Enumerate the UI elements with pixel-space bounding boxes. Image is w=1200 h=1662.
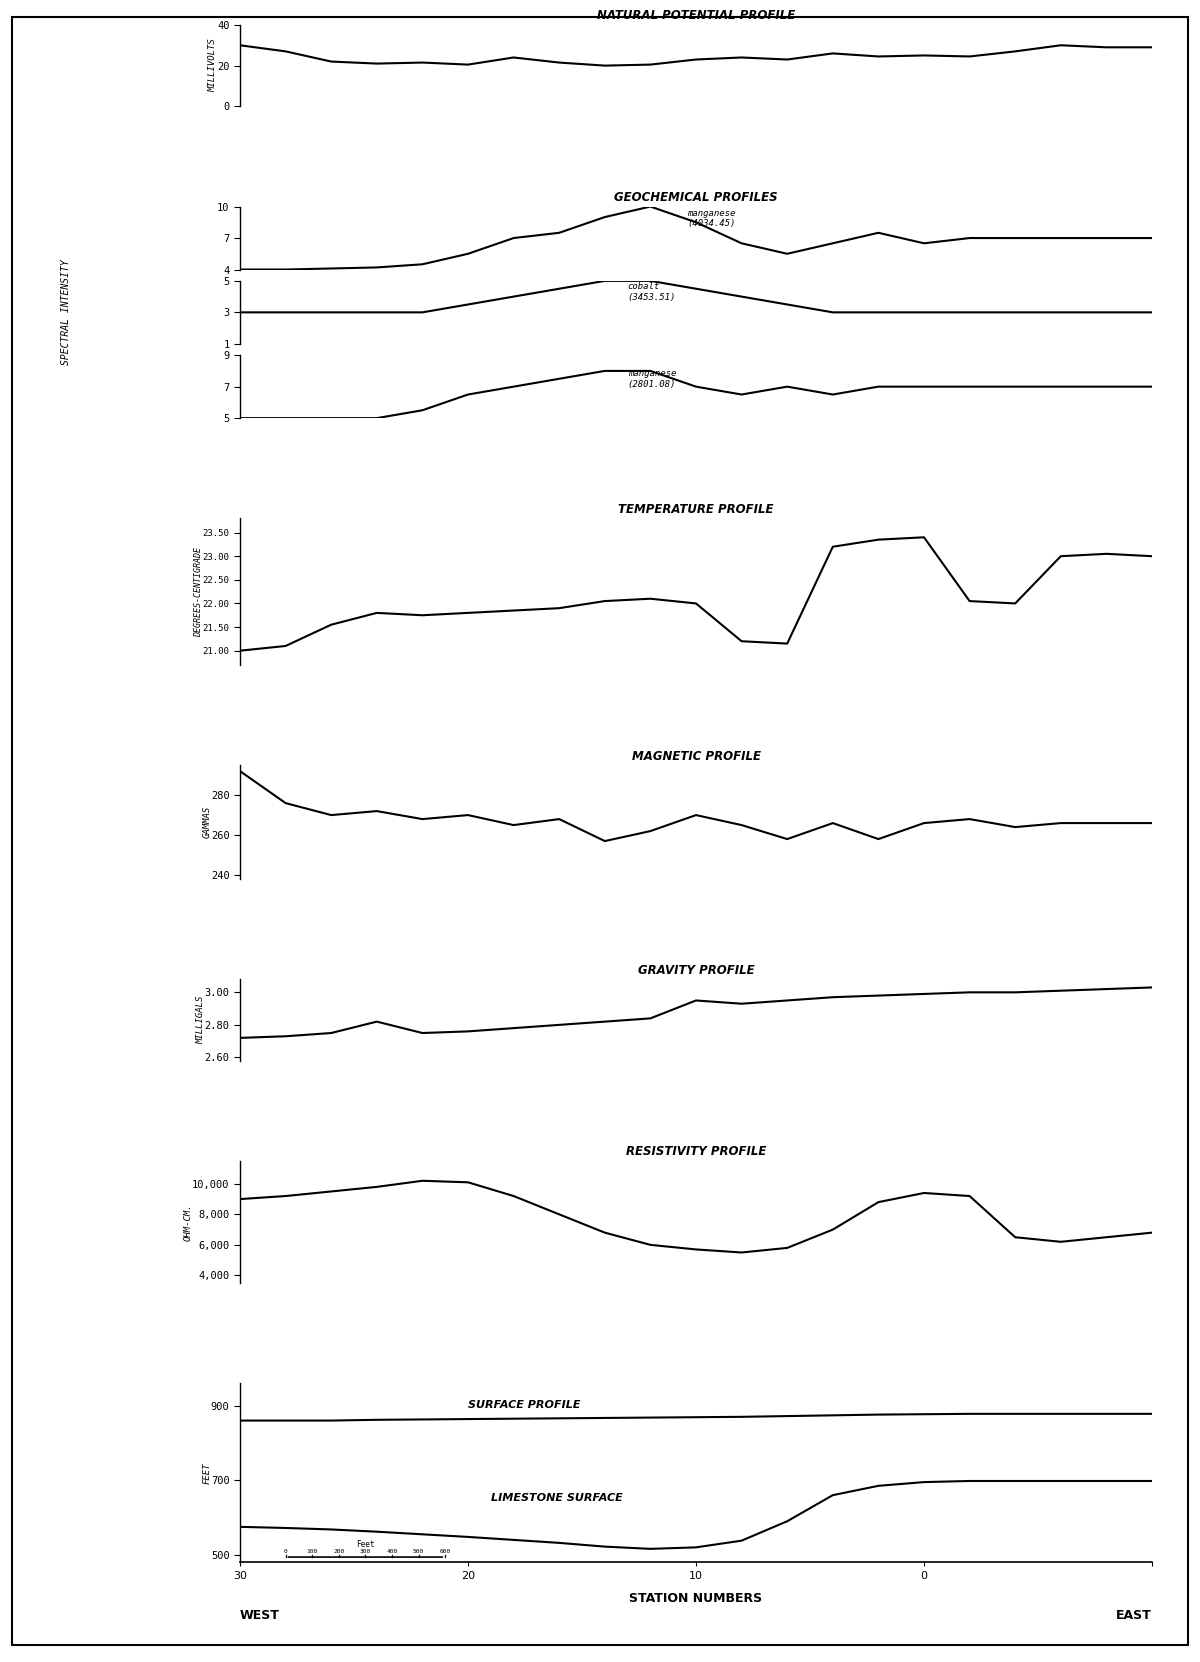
Text: 600: 600 xyxy=(439,1549,451,1554)
Text: EAST: EAST xyxy=(1116,1609,1152,1622)
Title: MAGNETIC PROFILE: MAGNETIC PROFILE xyxy=(631,750,761,763)
Text: 300: 300 xyxy=(360,1549,371,1554)
Y-axis label: OHM-CM.: OHM-CM. xyxy=(184,1203,192,1242)
X-axis label: STATION NUMBERS: STATION NUMBERS xyxy=(630,1592,762,1605)
Text: WEST: WEST xyxy=(240,1609,280,1622)
Text: SURFACE PROFILE: SURFACE PROFILE xyxy=(468,1399,581,1409)
Text: manganese
(2801.08): manganese (2801.08) xyxy=(628,369,676,389)
Text: LIMESTONE SURFACE: LIMESTONE SURFACE xyxy=(491,1492,623,1502)
Text: 400: 400 xyxy=(386,1549,397,1554)
Text: 500: 500 xyxy=(413,1549,425,1554)
Text: SPECTRAL INTENSITY: SPECTRAL INTENSITY xyxy=(61,259,71,366)
Text: 100: 100 xyxy=(306,1549,318,1554)
Title: GRAVITY PROFILE: GRAVITY PROFILE xyxy=(637,964,755,977)
Text: manganese
(4034.45): manganese (4034.45) xyxy=(686,209,736,228)
Title: GEOCHEMICAL PROFILES: GEOCHEMICAL PROFILES xyxy=(614,191,778,204)
Text: cobalt
(3453.51): cobalt (3453.51) xyxy=(628,283,676,302)
Title: NATURAL POTENTIAL PROFILE: NATURAL POTENTIAL PROFILE xyxy=(596,10,796,22)
Text: 200: 200 xyxy=(334,1549,344,1554)
Y-axis label: MILLIVOLTS: MILLIVOLTS xyxy=(209,38,217,93)
Y-axis label: FEET: FEET xyxy=(202,1463,211,1484)
Title: TEMPERATURE PROFILE: TEMPERATURE PROFILE xyxy=(618,504,774,515)
Text: Feet: Feet xyxy=(356,1541,374,1549)
Y-axis label: GAMMAS: GAMMAS xyxy=(202,806,211,838)
Y-axis label: MILLIGALS: MILLIGALS xyxy=(196,996,205,1044)
Title: RESISTIVITY PROFILE: RESISTIVITY PROFILE xyxy=(626,1145,766,1158)
Y-axis label: DEGREES-CENTIGRADE: DEGREES-CENTIGRADE xyxy=(194,547,203,637)
Text: 0: 0 xyxy=(283,1549,288,1554)
